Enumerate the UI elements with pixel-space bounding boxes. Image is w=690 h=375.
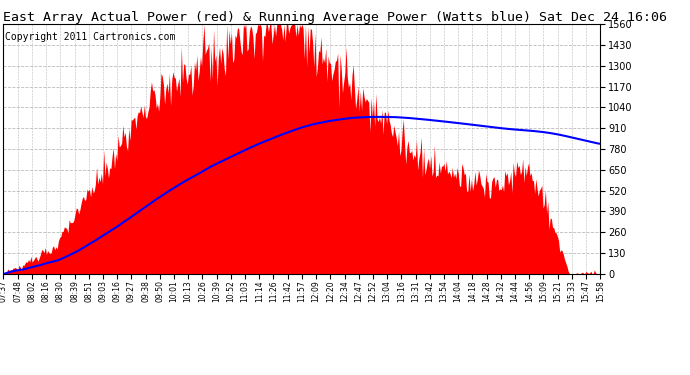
- Text: East Array Actual Power (red) & Running Average Power (Watts blue) Sat Dec 24 16: East Array Actual Power (red) & Running …: [3, 11, 667, 24]
- Text: Copyright 2011 Cartronics.com: Copyright 2011 Cartronics.com: [5, 32, 175, 42]
